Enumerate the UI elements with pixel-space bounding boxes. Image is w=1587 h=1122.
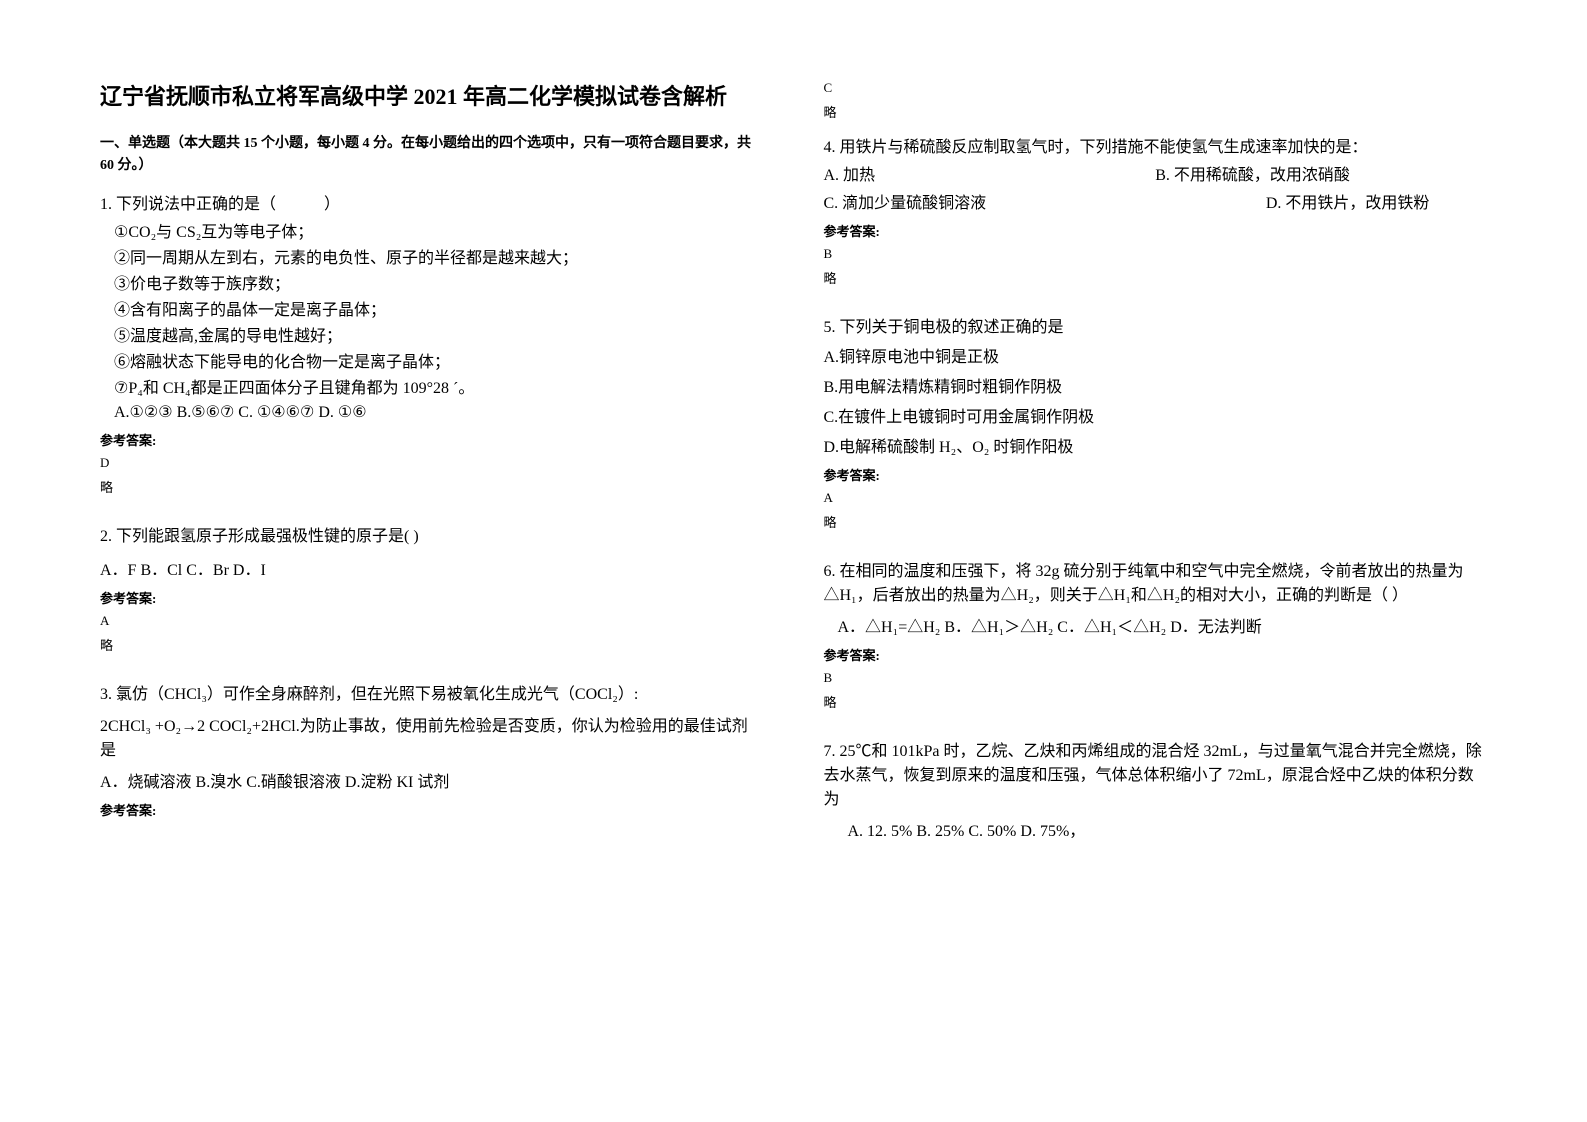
q5-optB: B.用电解法精炼精铜时粗铜作阴极: [824, 373, 1488, 397]
question-5: 5. 下列关于铜电极的叙述正确的是 A.铜锌原电池中铜是正极 B.用电解法精炼精…: [824, 313, 1488, 543]
q3-options: A．烧碱溶液 B.溴水 C.硝酸银溶液 D.淀粉 KI 试剂: [100, 768, 764, 792]
question-7: 7. 25℃和 101kPa 时，乙烷、乙炔和丙烯组成的混合烃 32mL，与过量…: [824, 737, 1488, 845]
q5-optA: A.铜锌原电池中铜是正极: [824, 343, 1488, 367]
q7-stem: 7. 25℃和 101kPa 时，乙烷、乙炔和丙烯组成的混合烃 32mL，与过量…: [824, 737, 1488, 809]
q4-omit: 略: [824, 268, 1488, 287]
q1-item-7: ⑦P₄和 CH₄都是正四面体分子且键角都为 109°28 ´。: [114, 374, 764, 398]
q1-answer: D: [100, 455, 764, 471]
left-column: 辽宁省抚顺市私立将军高级中学 2021 年高二化学模拟试卷含解析 一、单选题（本…: [100, 80, 764, 1082]
q4-optD: D. 不用铁片，改用铁粉: [1266, 189, 1487, 213]
q3-answer-label: 参考答案:: [100, 800, 764, 819]
right-column: C 略 4. 用铁片与稀硫酸反应制取氢气时，下列措施不能使氢气生成速率加快的是：…: [824, 80, 1488, 1082]
q1-item-4: ④含有阳离子的晶体一定是离子晶体；: [114, 296, 764, 320]
q5-answer: A: [824, 490, 1488, 506]
q1-answer-label: 参考答案:: [100, 430, 764, 449]
question-4: 4. 用铁片与稀硫酸反应制取氢气时，下列措施不能使氢气生成速率加快的是： A. …: [824, 133, 1488, 299]
question-2: 2. 下列能跟氢原子形成最强极性键的原子是( ) A．F B．Cl C．Br D…: [100, 522, 764, 666]
q5-answer-label: 参考答案:: [824, 465, 1488, 484]
q5-stem: 5. 下列关于铜电极的叙述正确的是: [824, 313, 1488, 337]
q2-omit: 略: [100, 635, 764, 654]
q1-item-1: ①CO₂与 CS₂互为等电子体；: [114, 218, 764, 242]
q5-omit: 略: [824, 512, 1488, 531]
question-6: 6. 在相同的温度和压强下，将 32g 硫分别于纯氧中和空气中完全燃烧，令前者放…: [824, 557, 1488, 723]
q6-options: A．△H₁=△H₂ B．△H₁＞△H₂ C．△H₁＜△H₂ D．无法判断: [838, 613, 1488, 637]
q1-item-2: ②同一周期从左到右，元素的电负性、原子的半径都是越来越大；: [114, 244, 764, 268]
q6-answer-label: 参考答案:: [824, 645, 1488, 664]
document-title: 辽宁省抚顺市私立将军高级中学 2021 年高二化学模拟试卷含解析: [100, 80, 764, 113]
q6-answer: B: [824, 670, 1488, 686]
q4-optC: C. 滴加少量硫酸铜溶液: [824, 189, 1266, 213]
q1-item-3: ③价电子数等于族序数；: [114, 270, 764, 294]
q6-omit: 略: [824, 692, 1488, 711]
q6-stem: 6. 在相同的温度和压强下，将 32g 硫分别于纯氧中和空气中完全燃烧，令前者放…: [824, 557, 1488, 605]
q3-line2: 2CHCl₃ +O₂→2 COCl₂+2HCl.为防止事故，使用前先检验是否变质…: [100, 712, 764, 760]
q1-omit: 略: [100, 477, 764, 496]
q1-options: A.①②③ B.⑤⑥⑦ C. ①④⑥⑦ D. ①⑥: [114, 402, 764, 422]
q4-optA: A. 加热: [824, 161, 1156, 185]
q2-options: A．F B．Cl C．Br D．I: [100, 556, 764, 580]
q5-optD: D.电解稀硫酸制 H₂、O₂ 时铜作阳极: [824, 433, 1488, 457]
question-1: 1. 下列说法中正确的是（ ） ①CO₂与 CS₂互为等电子体； ②同一周期从左…: [100, 190, 764, 508]
section-header: 一、单选题（本大题共 15 个小题，每小题 4 分。在每小题给出的四个选项中，只…: [100, 133, 764, 178]
q4-stem: 4. 用铁片与稀硫酸反应制取氢气时，下列措施不能使氢气生成速率加快的是：: [824, 133, 1488, 157]
q1-item-5: ⑤温度越高,金属的导电性越好；: [114, 322, 764, 346]
q3-answer: C: [824, 80, 1488, 96]
q4-answer-label: 参考答案:: [824, 221, 1488, 240]
q1-stem: 1. 下列说法中正确的是（ ）: [100, 190, 764, 214]
question-3: 3. 氯仿（CHCl₃）可作全身麻醉剂，但在光照下易被氧化生成光气（COCl₂）…: [100, 680, 764, 825]
q7-options: A. 12. 5% B. 25% C. 50% D. 75%，: [848, 817, 1488, 841]
q1-item-6: ⑥熔融状态下能导电的化合物一定是离子晶体；: [114, 348, 764, 372]
q4-optB: B. 不用稀硫酸，改用浓硝酸: [1155, 161, 1487, 185]
q3-omit: 略: [824, 102, 1488, 121]
q2-answer-label: 参考答案:: [100, 588, 764, 607]
q2-answer: A: [100, 613, 764, 629]
q2-stem: 2. 下列能跟氢原子形成最强极性键的原子是( ): [100, 522, 764, 546]
q5-optC: C.在镀件上电镀铜时可用金属铜作阴极: [824, 403, 1488, 427]
q4-answer: B: [824, 246, 1488, 262]
q3-stem: 3. 氯仿（CHCl₃）可作全身麻醉剂，但在光照下易被氧化生成光气（COCl₂）…: [100, 680, 764, 704]
